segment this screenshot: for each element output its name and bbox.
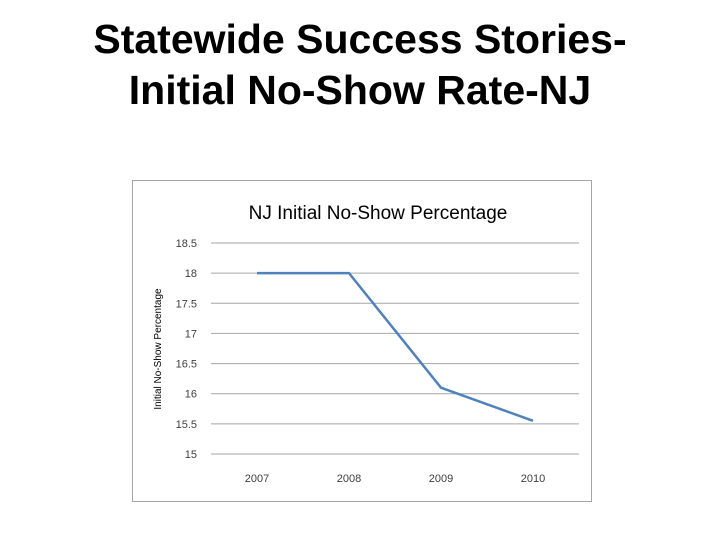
chart-title: NJ Initial No-Show Percentage <box>249 203 508 224</box>
y-tick-label: 15.5 <box>176 419 197 431</box>
x-tick-label: 2007 <box>245 473 269 485</box>
x-tick-label: 2009 <box>429 473 453 485</box>
series-lines <box>257 271 534 422</box>
x-tick-label: 2010 <box>521 473 545 485</box>
gridlines <box>211 242 579 455</box>
y-tick-label: 18.5 <box>176 238 197 250</box>
y-tick-label: 18 <box>185 268 197 280</box>
slide-title-line-2: Initial No-Show Rate-NJ <box>128 67 592 113</box>
y-tick-label: 16.5 <box>176 359 197 371</box>
chart-frame: NJ Initial No-Show Percentage Initial No… <box>132 180 592 502</box>
y-tick-labels: 15 15.5 16 16.5 17 17.5 18 18.5 <box>176 238 197 461</box>
y-tick-label: 15 <box>185 449 197 461</box>
y-tick-label: 16 <box>185 389 197 401</box>
slide-title-line-1: Statewide Success Stories- <box>93 16 627 62</box>
y-tick-label: 17.5 <box>176 298 197 310</box>
y-axis-label: Initial No-Show Percentage <box>153 288 164 410</box>
series-line <box>257 271 534 422</box>
x-tick-label: 2008 <box>337 473 361 485</box>
line-chart: NJ Initial No-Show Percentage Initial No… <box>153 203 579 485</box>
y-tick-label: 17 <box>185 328 197 340</box>
x-tick-labels: 2007 2008 2009 2010 <box>245 473 545 485</box>
slide-title: Statewide Success Stories- Initial No-Sh… <box>0 14 720 116</box>
